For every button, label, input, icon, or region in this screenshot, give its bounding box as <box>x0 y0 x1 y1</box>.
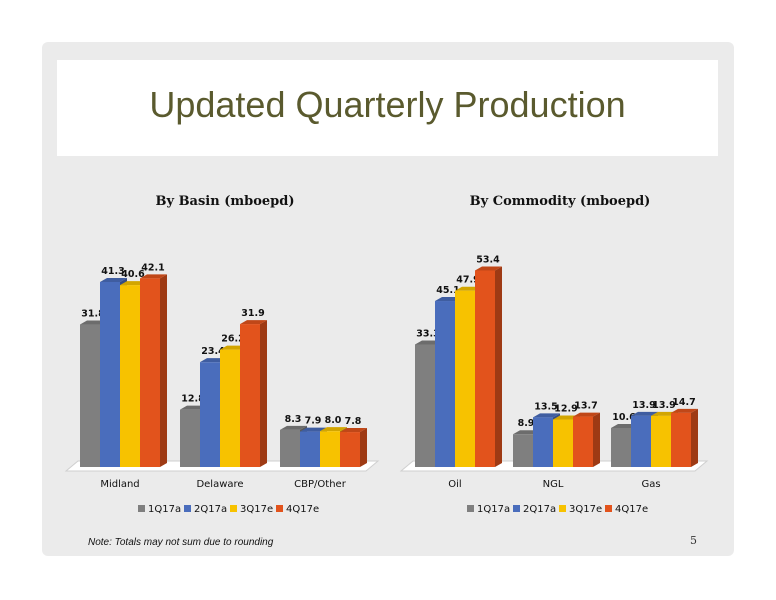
legend-item-4q17e: 4Q17e <box>605 504 648 515</box>
legend-label: 1Q17a <box>148 504 181 515</box>
bar-delaware-4q17e <box>240 320 267 467</box>
legend-item-2q17a: 2Q17a <box>184 504 227 515</box>
data-label: 31.9 <box>241 308 264 319</box>
data-label: 13.7 <box>574 401 597 412</box>
data-label: 53.4 <box>476 254 500 265</box>
legend-label: 2Q17a <box>194 504 227 515</box>
bar-oil-4q17e <box>475 266 502 467</box>
chart-title: By Basin (mboepd) <box>156 194 295 209</box>
category-label: Gas <box>641 479 660 490</box>
legend-item-3q17e: 3Q17e <box>230 504 273 515</box>
footnote: Note: Totals may not sum due to rounding <box>88 537 274 548</box>
data-label: 13.9 <box>652 400 675 411</box>
category-label: NGL <box>543 479 564 490</box>
data-label: 7.9 <box>305 416 322 427</box>
commodity-bar-chart: By Commodity (mboepd) 33.3 45.147.9 53.4 Oil… <box>399 194 709 515</box>
data-label: 42.1 <box>141 262 164 273</box>
data-label: 12.8 <box>181 394 205 405</box>
data-label: 8.0 <box>325 415 342 426</box>
page-number: 5 <box>690 534 697 547</box>
category-label: Oil <box>448 479 461 490</box>
data-label: 8.9 <box>518 418 535 429</box>
data-label: 13.9 <box>632 400 655 411</box>
bar-cbp-other-4q17e <box>340 428 367 467</box>
data-label: 26.2 <box>221 334 244 345</box>
bar-gas-4q17e <box>671 408 698 467</box>
category-label: CBP/Other <box>294 479 347 490</box>
category-label: Midland <box>100 479 139 490</box>
data-label: 31.8 <box>81 309 105 320</box>
title-box: Updated Quarterly Production <box>57 60 718 156</box>
data-label: 8.3 <box>285 414 302 425</box>
category-label: Delaware <box>196 479 243 490</box>
slide-title: Updated Quarterly Production <box>149 84 626 125</box>
data-label: 10.6 <box>612 412 636 423</box>
data-label: 41.3 <box>101 266 124 277</box>
bar-ngl-4q17e <box>573 412 600 467</box>
data-label: 33.3 <box>416 328 439 339</box>
data-label: 40.6 <box>121 269 145 280</box>
legend-label: 2Q17a <box>523 504 556 515</box>
legend-item-2q17a: 2Q17a <box>513 504 556 515</box>
legend-item-1q17a: 1Q17a <box>467 504 510 515</box>
data-label: 14.7 <box>672 397 695 408</box>
legend-label: 4Q17e <box>615 504 648 515</box>
legend-item-1q17a: 1Q17a <box>138 504 181 515</box>
legend-item-4q17e: 4Q17e <box>276 504 319 515</box>
legend-label: 4Q17e <box>286 504 319 515</box>
legend-label: 1Q17a <box>477 504 510 515</box>
data-label: 12.9 <box>554 404 577 415</box>
data-label: 47.9 <box>456 275 479 286</box>
legend-item-3q17e: 3Q17e <box>559 504 602 515</box>
data-label: 45.1 <box>436 285 459 296</box>
legend-label: 3Q17e <box>569 504 602 515</box>
bar-midland-4q17e <box>140 274 167 467</box>
basin-bar-chart: By Basin (mboepd) 31.8 41.340.642.1 Midland… <box>64 194 380 515</box>
data-label: 13.5 <box>534 401 557 412</box>
data-label: 7.8 <box>345 416 362 427</box>
chart-title: By Commodity (mboepd) <box>470 194 651 209</box>
data-label: 23.4 <box>201 346 225 357</box>
legend-label: 3Q17e <box>240 504 273 515</box>
